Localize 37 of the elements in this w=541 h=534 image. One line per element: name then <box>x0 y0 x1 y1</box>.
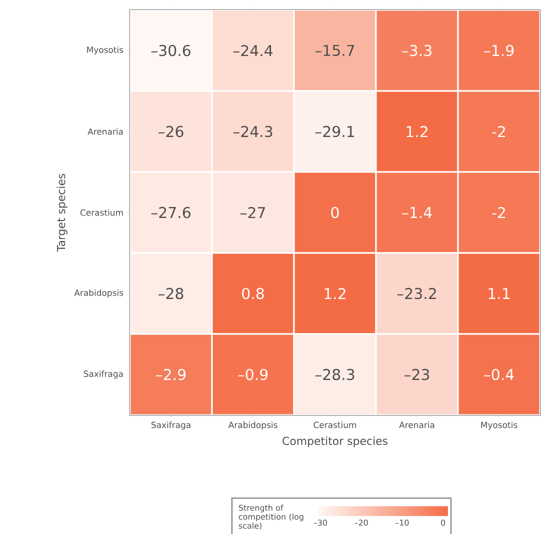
data-label: –28 <box>158 288 184 300</box>
data-label: –27 <box>240 206 265 218</box>
x-tick-label: Saxifraga <box>151 422 190 430</box>
data-label: –24.3 <box>233 126 272 138</box>
data-label: –23 <box>404 368 430 380</box>
data-label: –1.4 <box>402 207 432 218</box>
x-tick-label: Arabidopsis <box>228 422 278 430</box>
data-label: -2 <box>492 126 505 138</box>
data-label: –1.9 <box>484 44 514 56</box>
y-tick-label: Cerastium <box>80 209 123 216</box>
y-axis-title: Target species <box>56 174 68 252</box>
data-label: –0.4 <box>484 368 514 380</box>
data-label: –24.4 <box>233 44 273 56</box>
data-label: –27.6 <box>151 206 190 218</box>
x-tick-label: Myosotis <box>481 422 518 430</box>
data-label: –29.1 <box>315 126 354 138</box>
data-label: –26 <box>158 126 184 138</box>
x-tick-label: Cerastium <box>314 422 356 428</box>
data-label: 1.1 <box>488 288 510 299</box>
data-label: –23.2 <box>397 288 436 300</box>
data-label: –28.3 <box>315 368 354 380</box>
data-label: 0 <box>331 206 339 218</box>
data-label: –0.9 <box>238 368 268 380</box>
data-label: –30.6 <box>151 44 190 56</box>
y-tick-label: Myosotis <box>87 46 124 55</box>
data-label: 1.2 <box>406 126 428 138</box>
x-tick-label: Arenaria <box>399 422 434 428</box>
data-label: -2 <box>492 206 505 218</box>
x-axis-title: Competitor species <box>282 436 388 448</box>
data-label: –2.9 <box>156 368 186 380</box>
data-label: 0.8 <box>242 288 264 300</box>
data-label: –3.3 <box>402 44 432 56</box>
y-tick-label: Saxifraga <box>84 370 123 379</box>
y-tick-label: Arenaria <box>88 128 123 135</box>
data-label: 1.2 <box>324 288 346 300</box>
data-label: –15.7 <box>315 44 354 56</box>
y-tick-label: Arabidopsis <box>74 289 124 298</box>
